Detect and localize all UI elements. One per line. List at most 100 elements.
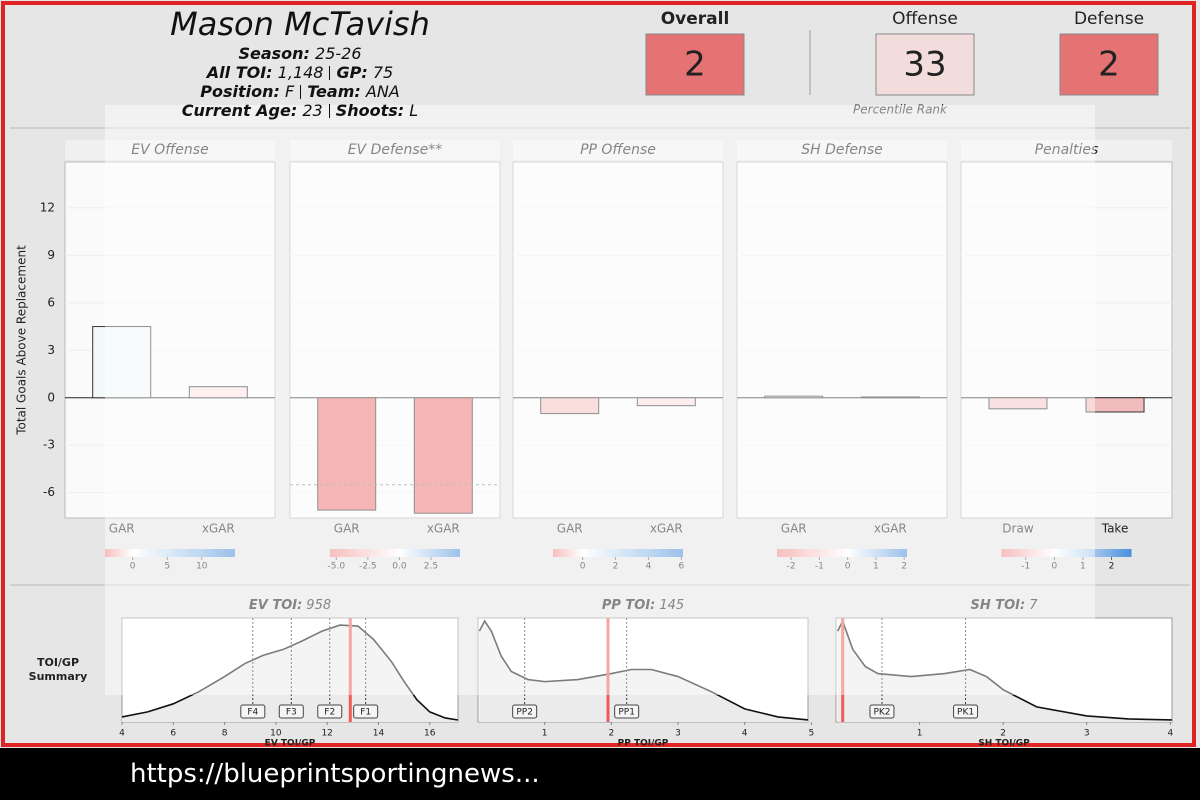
colorbar-tick-label: 2 (1109, 562, 1115, 572)
title-label: PP TOI: (602, 598, 656, 613)
rank-box (875, 33, 975, 96)
rank-value: 2 (684, 45, 706, 85)
panel-frame (64, 161, 276, 519)
bar (188, 386, 248, 399)
label: GP: (336, 63, 368, 82)
colorbar-tick-label: -2 (787, 562, 796, 572)
x-tick-label: 5 (808, 729, 814, 739)
value: 25-26 (315, 44, 362, 63)
x-tick-label: 2 (1000, 729, 1006, 739)
panel-strip (961, 140, 1172, 160)
marker-box (317, 704, 343, 719)
colorbar-tick-label: 1 (1080, 562, 1086, 572)
title-label: EV TOI: (249, 598, 302, 613)
rank-label: Offense (892, 9, 958, 29)
label: Current Age: (181, 101, 298, 120)
panel-title: SH Defense (801, 142, 883, 158)
bar (317, 397, 377, 511)
colorbar-tick-label: 2 (613, 562, 619, 572)
marker-label: PP2 (516, 708, 533, 718)
colorbar (330, 549, 460, 557)
density-line (121, 624, 459, 721)
colorbar-tick-label: 0 (845, 562, 851, 572)
frame (1, 1, 1196, 747)
y-tick-label: 12 (40, 200, 55, 214)
x-tick-label: xGAR (650, 522, 683, 536)
season-line: Season: 25-26 (100, 44, 500, 63)
colorbar-tick-label: 2 (901, 562, 907, 572)
label: Season: (238, 44, 310, 63)
title-value: 958 (306, 598, 331, 613)
value: 75 (372, 63, 394, 82)
summary-label: TOI/GP Summary (28, 656, 88, 683)
panel-title: EV Offense (131, 142, 208, 158)
density-area (837, 621, 1172, 722)
bar (540, 397, 600, 415)
marker-label: PK2 (873, 708, 890, 718)
x-tick-label: Take (1101, 522, 1129, 536)
separator (300, 85, 302, 99)
density-line (478, 619, 809, 721)
bar (988, 397, 1048, 410)
x-tick-label: 6 (170, 729, 176, 739)
x-axis-label: PP TOI/GP (618, 739, 669, 749)
x-tick-label: 4 (742, 729, 748, 739)
bar (636, 397, 696, 407)
y-axis-label: Total Goals Above Replacement (15, 245, 29, 436)
title-value: 145 (659, 598, 684, 613)
separator (328, 104, 330, 118)
colorbar-tick-label: 6 (678, 562, 684, 572)
y-tick-label: 3 (47, 343, 55, 357)
marker-label: F1 (360, 708, 371, 718)
x-tick-label: 4 (119, 729, 125, 739)
colorbar-tick-label: -5.0 (328, 562, 346, 572)
colorbar-tick-label: 2.5 (424, 562, 438, 572)
rank-box (1059, 33, 1159, 96)
colorbar-tick-label: -1 (815, 562, 824, 572)
x-tick-label: 12 (321, 729, 332, 739)
colorbar-tick-label: 10 (196, 562, 208, 572)
label: Shoots: (335, 101, 405, 120)
url-bar[interactable]: https://blueprintsportingnews... (0, 748, 1200, 800)
y-tick-label: -3 (43, 438, 55, 452)
marker-box (353, 704, 379, 719)
panel-frame (736, 161, 948, 519)
x-tick-label: xGAR (427, 522, 460, 536)
x-tick-label: 2 (608, 729, 614, 739)
x-tick-label: 14 (373, 729, 385, 739)
bar (92, 326, 152, 399)
value: ANA (365, 82, 400, 101)
label: Position: (200, 82, 280, 101)
bar (764, 395, 824, 399)
panel-title: EV Defense** (348, 142, 443, 158)
density-line (836, 618, 1173, 721)
density-area (122, 625, 458, 722)
title-value: 7 (1029, 598, 1038, 613)
panel-frame (512, 161, 724, 519)
x-tick-label: GAR (334, 522, 360, 536)
colorbar-tick-label: 0 (1051, 562, 1057, 572)
marker-box (240, 704, 266, 719)
label: Team: (307, 82, 361, 101)
panel-title: SH TOI: 7 (970, 598, 1038, 613)
x-tick-label: 1 (542, 729, 548, 739)
x-tick-label: 1 (917, 729, 923, 739)
panel-title: EV TOI: 958 (249, 598, 331, 613)
panel-title: PP TOI: 145 (602, 598, 684, 613)
panel-title: Penalties (1035, 142, 1099, 158)
separator (329, 66, 331, 80)
bar (413, 397, 473, 514)
colorbar (777, 549, 907, 557)
colorbar-tick-label: 0 (580, 562, 586, 572)
colorbar-tick-label: -2.5 (359, 562, 377, 572)
marker-label: F4 (247, 708, 258, 718)
x-axis-label: EV TOI/GP (265, 739, 316, 749)
marker-label: PK1 (957, 708, 974, 718)
x-tick-label: xGAR (202, 522, 235, 536)
x-tick-label: GAR (109, 522, 135, 536)
x-tick-label: 16 (424, 729, 436, 739)
label: All TOI: (206, 63, 273, 82)
panel-title: PP Offense (580, 142, 656, 158)
rank-value: 33 (903, 45, 946, 85)
marker-box (953, 704, 979, 719)
